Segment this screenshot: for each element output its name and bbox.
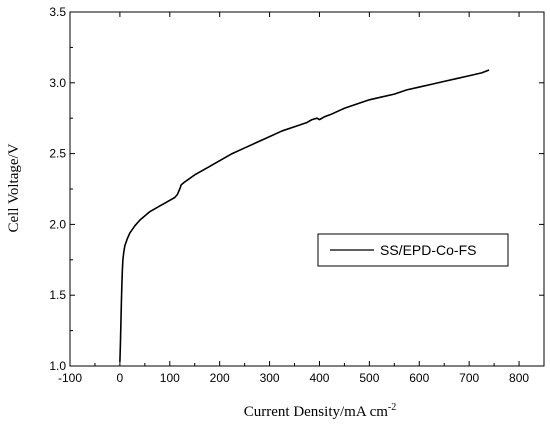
x-tick-label: 0: [117, 371, 124, 385]
x-tick-label: 800: [509, 371, 529, 385]
plot-border: [69, 11, 545, 367]
x-tick-label: 600: [409, 371, 429, 385]
y-tick-label: 2.0: [49, 217, 66, 231]
x-tick-label: 300: [260, 371, 280, 385]
y-tick-label: 3.0: [49, 76, 66, 90]
x-axis-title: Current Density/mA cm-2: [244, 402, 397, 420]
y-tick-label: 1.0: [49, 359, 66, 373]
legend: SS/EPD-Co-FS: [317, 233, 509, 267]
series-layer: [119, 69, 490, 362]
x-axis-title-superscript: -2: [388, 402, 396, 413]
y-tick-label: 3.5: [49, 5, 66, 19]
x-tick-label: 100: [160, 371, 180, 385]
plot-frame: [69, 11, 545, 367]
axis-ticks: [69, 11, 544, 367]
axis-tick-labels: -100 0 100 200 300 400 500 600 700 800 1.0 1.5 2.0 2.…: [49, 5, 529, 385]
x-tick-label: 500: [359, 371, 379, 385]
x-axis-title-main: Current Density/mA cm: [244, 404, 388, 420]
legend-label: SS/EPD-Co-FS: [380, 242, 476, 258]
y-axis-title: Cell Voltage/V: [6, 143, 22, 232]
y-tick-label: 2.5: [49, 147, 66, 161]
series-line: [119, 69, 490, 362]
x-tick-label: -100: [58, 371, 82, 385]
x-tick-label: 400: [309, 371, 329, 385]
y-tick-label: 1.5: [49, 288, 66, 302]
x-tick-label: 700: [459, 371, 479, 385]
x-tick-label: 200: [210, 371, 230, 385]
